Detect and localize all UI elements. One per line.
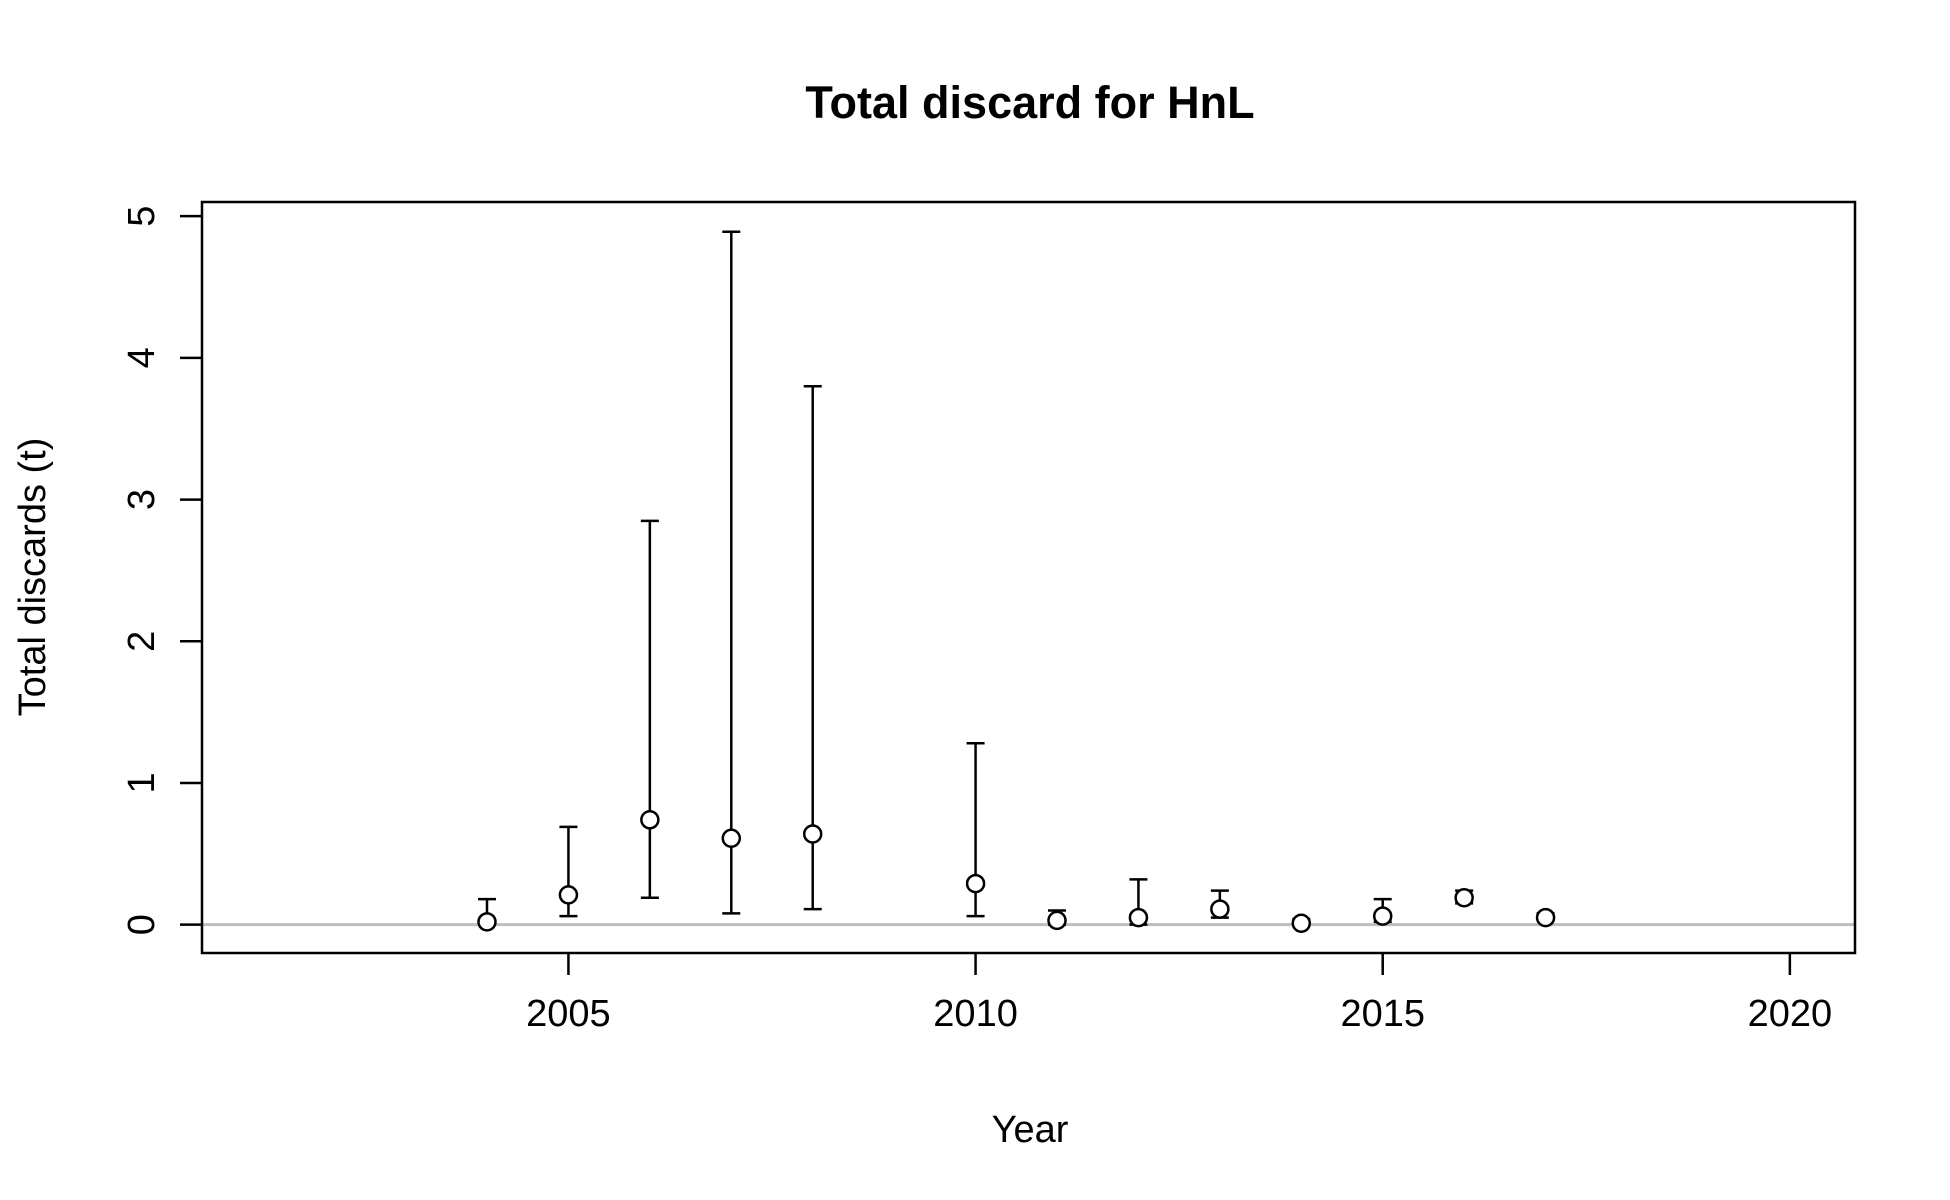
data-point — [965, 873, 986, 894]
plot-area: 2005 2010 2015 2020 0 1 2 3 4 5 — [121, 200, 1857, 1035]
plot-frame — [200, 200, 1857, 955]
y-tick-label: 3 — [121, 489, 163, 510]
data-point — [721, 828, 742, 848]
x-tick-label: 2010 — [933, 993, 1018, 1035]
data-point — [1128, 907, 1149, 928]
y-tick-label: 0 — [121, 914, 163, 935]
chart-title: Total discard for HnL — [805, 77, 1254, 128]
data-point — [1372, 906, 1393, 926]
data-point — [477, 912, 497, 932]
x-axis-label: Year — [992, 1109, 1069, 1151]
data-point — [640, 810, 660, 830]
y-tick-label: 2 — [121, 631, 163, 652]
data-point — [1454, 887, 1474, 908]
y-tick-label: 5 — [121, 206, 163, 227]
data-point — [1291, 913, 1312, 933]
data-point — [558, 885, 579, 905]
x-tick-label: 2015 — [1340, 993, 1425, 1035]
x-tick-label: 2005 — [526, 993, 611, 1035]
data-point — [1047, 910, 1067, 931]
y-tick-label: 1 — [121, 772, 163, 793]
data-point — [1210, 899, 1230, 919]
data-point — [1535, 907, 1556, 928]
data-point — [802, 824, 823, 844]
x-tick-label: 2020 — [1748, 993, 1833, 1035]
y-axis-label: Total discards (t) — [12, 438, 54, 717]
y-tick-label: 4 — [121, 347, 163, 368]
